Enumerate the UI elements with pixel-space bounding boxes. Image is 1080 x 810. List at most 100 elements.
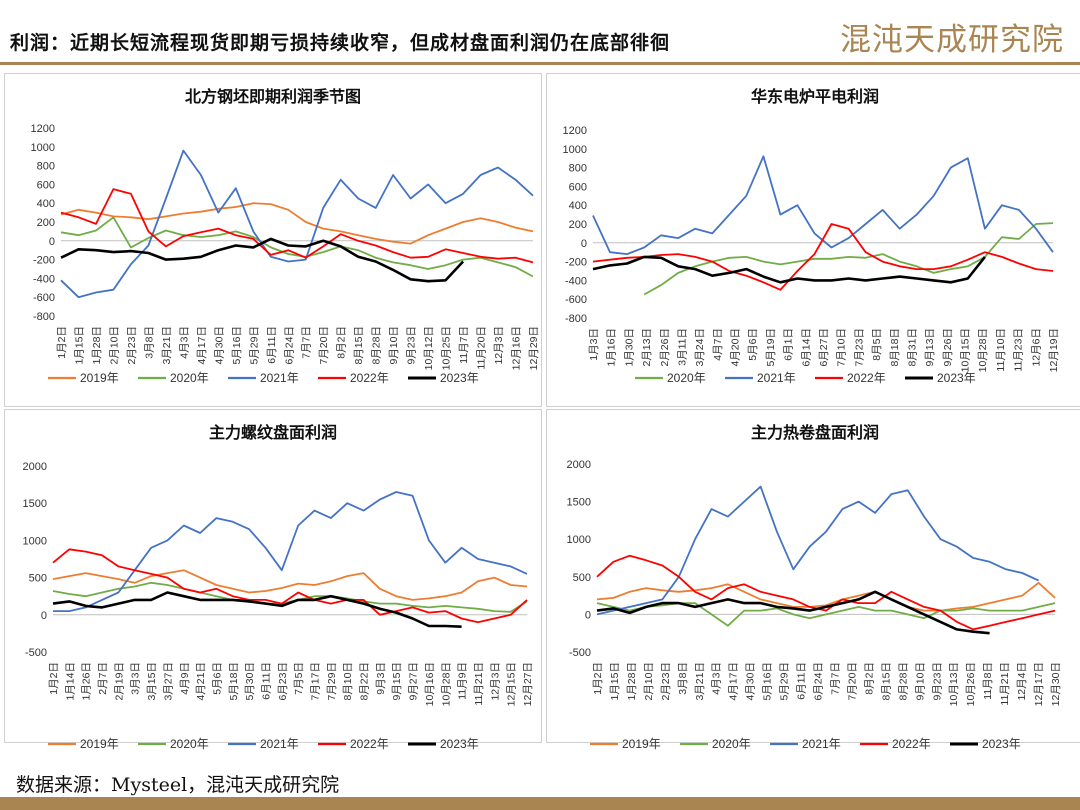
x-tick-label: 8月2日 [863, 662, 875, 695]
chart-title: 华东电炉平电利润 [751, 87, 879, 106]
legend-item: 2021年 [770, 737, 841, 751]
y-tick-label: -600 [33, 292, 55, 304]
x-tick-label: 9月3日 [375, 662, 387, 695]
legend-label: 2022年 [847, 371, 886, 385]
x-tick-label: 12月27日 [522, 662, 534, 706]
chart-eaf-profit: 华东电炉平电利润 -800 -600 -400 -200 0 200 400 600 800 100… [563, 87, 1060, 385]
y-tick-label: 500 [29, 573, 47, 585]
chart-panel-eaf-profit: 华东电炉平电利润 -800 -600 -400 -200 0 200 400 600 800 100… [546, 73, 1080, 407]
y-tick-label: 1000 [567, 534, 591, 546]
x-tick-label: 11月23日 [1013, 328, 1025, 372]
y-tick-label: 1500 [567, 497, 591, 509]
x-tick-label: 7月20日 [318, 326, 330, 365]
x-tick-label: 8月28日 [897, 662, 909, 701]
data-source-note: 数据来源：Mysteel，混沌天成研究院 [16, 774, 340, 796]
series-line-2022 [60, 188, 534, 264]
x-tick-label: 3月3日 [130, 662, 142, 695]
legend-label: 2023年 [937, 371, 976, 385]
legend-item: 2023年 [905, 371, 976, 385]
x-tick-label: 8月10日 [342, 662, 354, 701]
legend-label: 2020年 [667, 371, 706, 385]
x-tick-label: 8月5日 [871, 328, 883, 361]
legend-item: 2020年 [138, 371, 209, 385]
series-line-2022 [52, 548, 528, 624]
y-tick-label: 600 [569, 181, 587, 193]
y-tick-label: 400 [37, 198, 55, 210]
page-header: 利润：近期长短流程现货即期亏损持续收窄，但成材盘面利润仍在底部徘徊 混沌天成研究… [0, 0, 1080, 62]
y-tick-label: -500 [25, 647, 47, 659]
y-tick-label: 800 [569, 163, 587, 175]
x-tick-label: 7月20日 [846, 662, 858, 701]
y-tick-label: 1500 [23, 498, 47, 510]
x-tick-label: 1月28日 [626, 662, 638, 701]
legend-label: 2023年 [440, 737, 479, 751]
x-tick-label: 5月6日 [211, 662, 223, 695]
x-tick-label: 11月8日 [982, 662, 994, 700]
x-tick-label: 6月14日 [800, 328, 812, 367]
x-tick-label: 12月6日 [1030, 328, 1042, 367]
x-tick-label: 5月29日 [248, 326, 260, 365]
brand-name: 混沌天成研究院 [840, 22, 1064, 58]
x-tick-label: 1月2日 [592, 662, 604, 695]
x-tick-label: 10月26日 [965, 662, 977, 706]
x-tick-label: 12月30日 [1050, 662, 1062, 706]
series-line-2021 [60, 149, 534, 299]
x-tick-label: 9月10日 [914, 662, 926, 701]
x-tick-label: 4月30日 [745, 662, 757, 701]
x-tick-label: 10月28日 [977, 328, 989, 372]
y-tick-label: -200 [33, 255, 55, 267]
x-tick-label: 2月10日 [643, 662, 655, 701]
x-tick-label: 9月23日 [406, 326, 418, 365]
y-tick-label: 2000 [23, 461, 47, 473]
x-tick-label: 5月16日 [762, 662, 774, 701]
x-tick-label: 9月26日 [942, 328, 954, 367]
y-tick-label: 200 [37, 217, 55, 229]
y-tick-label: 1200 [563, 125, 587, 137]
legend-label: 2022年 [350, 737, 389, 751]
y-tick-label: 0 [49, 236, 55, 248]
y-tick-label: -200 [565, 257, 587, 269]
x-tick-label: 5月16日 [231, 326, 243, 365]
x-tick-label: 3月21日 [161, 326, 173, 365]
legend-label: 2019年 [622, 737, 661, 751]
x-tick-label: 10月12日 [423, 326, 435, 370]
x-tick-label: 7月7日 [301, 326, 313, 359]
legend-item: 2022年 [815, 371, 886, 385]
x-tick-label: 10月15日 [960, 328, 972, 372]
legend-item: 2020年 [680, 737, 751, 751]
legend-label: 2023年 [982, 737, 1021, 751]
x-tick-label: 2月7日 [97, 662, 109, 695]
x-tick-label: 6月27日 [818, 328, 830, 367]
legend-item: 2022年 [318, 371, 389, 385]
legend-label: 2020年 [712, 737, 751, 751]
x-tick-label: 4月30日 [213, 326, 225, 365]
x-tick-label: 5月19日 [765, 328, 777, 367]
x-tick-label: 6月1日 [783, 328, 795, 361]
legend-item: 2023年 [408, 737, 479, 751]
y-tick-label: -800 [33, 311, 55, 323]
y-tick-label: 200 [569, 219, 587, 231]
x-tick-label: 4月3日 [711, 662, 723, 695]
x-tick-label: 10月13日 [948, 662, 960, 706]
x-tick-label: 4月7日 [712, 328, 724, 361]
y-tick-label: -600 [565, 294, 587, 306]
x-tick-label: 1月14日 [64, 662, 76, 701]
legend-item: 2021年 [228, 737, 299, 751]
legend-label: 2023年 [440, 371, 479, 385]
y-tick-label: -400 [33, 273, 55, 285]
x-tick-label: 9月23日 [931, 662, 943, 701]
y-tick-label: 1000 [23, 535, 47, 547]
x-tick-label: 11月9日 [457, 662, 469, 700]
x-tick-label: 12月17日 [1033, 662, 1045, 706]
x-tick-label: 12月16日 [511, 326, 523, 370]
header-divider [0, 62, 1080, 65]
x-tick-label: 11月7日 [458, 326, 470, 364]
y-tick-label: 400 [569, 200, 587, 212]
legend-item: 2019年 [590, 737, 661, 751]
series-line-2019 [52, 569, 528, 601]
x-tick-label: 1月3日 [588, 328, 600, 361]
series-line-2019 [596, 581, 1056, 612]
x-tick-label: 11月20日 [476, 326, 488, 370]
series-line-2021 [596, 485, 1039, 616]
x-tick-label: 2月26日 [659, 328, 671, 367]
